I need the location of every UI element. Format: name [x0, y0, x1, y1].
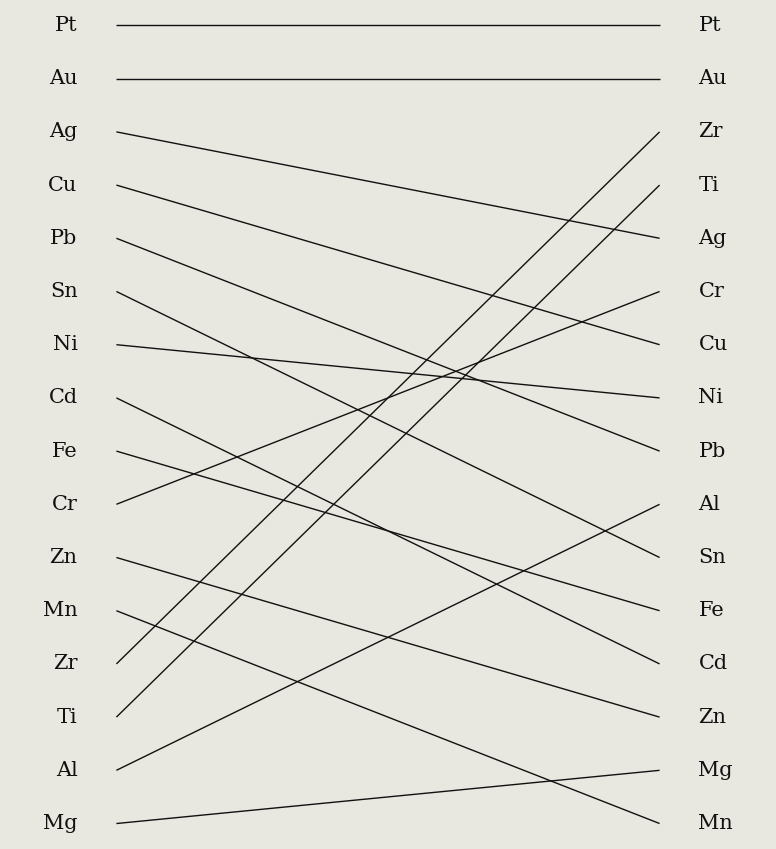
Text: Cd: Cd — [48, 388, 78, 408]
Text: Mg: Mg — [698, 761, 733, 780]
Text: Zn: Zn — [50, 548, 78, 567]
Text: Pb: Pb — [698, 441, 726, 461]
Text: Fe: Fe — [698, 601, 724, 621]
Text: Cd: Cd — [698, 655, 728, 673]
Text: Au: Au — [49, 69, 78, 88]
Text: Sn: Sn — [50, 282, 78, 301]
Text: Mn: Mn — [698, 814, 733, 833]
Text: Mg: Mg — [43, 814, 78, 833]
Text: Zr: Zr — [53, 655, 78, 673]
Text: Zn: Zn — [698, 707, 726, 727]
Text: Cu: Cu — [698, 335, 728, 354]
Text: Au: Au — [698, 69, 727, 88]
Text: Cr: Cr — [698, 282, 724, 301]
Text: Pt: Pt — [698, 16, 721, 35]
Text: Ni: Ni — [53, 335, 78, 354]
Text: Mn: Mn — [43, 601, 78, 621]
Text: Ni: Ni — [698, 388, 723, 408]
Text: Al: Al — [698, 495, 720, 514]
Text: Ti: Ti — [698, 176, 719, 194]
Text: Ag: Ag — [49, 122, 78, 142]
Text: Pb: Pb — [50, 228, 78, 248]
Text: Fe: Fe — [52, 441, 78, 461]
Text: Cu: Cu — [48, 176, 78, 194]
Text: Cr: Cr — [52, 495, 78, 514]
Text: Sn: Sn — [698, 548, 726, 567]
Text: Ti: Ti — [57, 707, 78, 727]
Text: Pt: Pt — [55, 16, 78, 35]
Text: Zr: Zr — [698, 122, 723, 142]
Text: Ag: Ag — [698, 228, 727, 248]
Text: Al: Al — [56, 761, 78, 780]
